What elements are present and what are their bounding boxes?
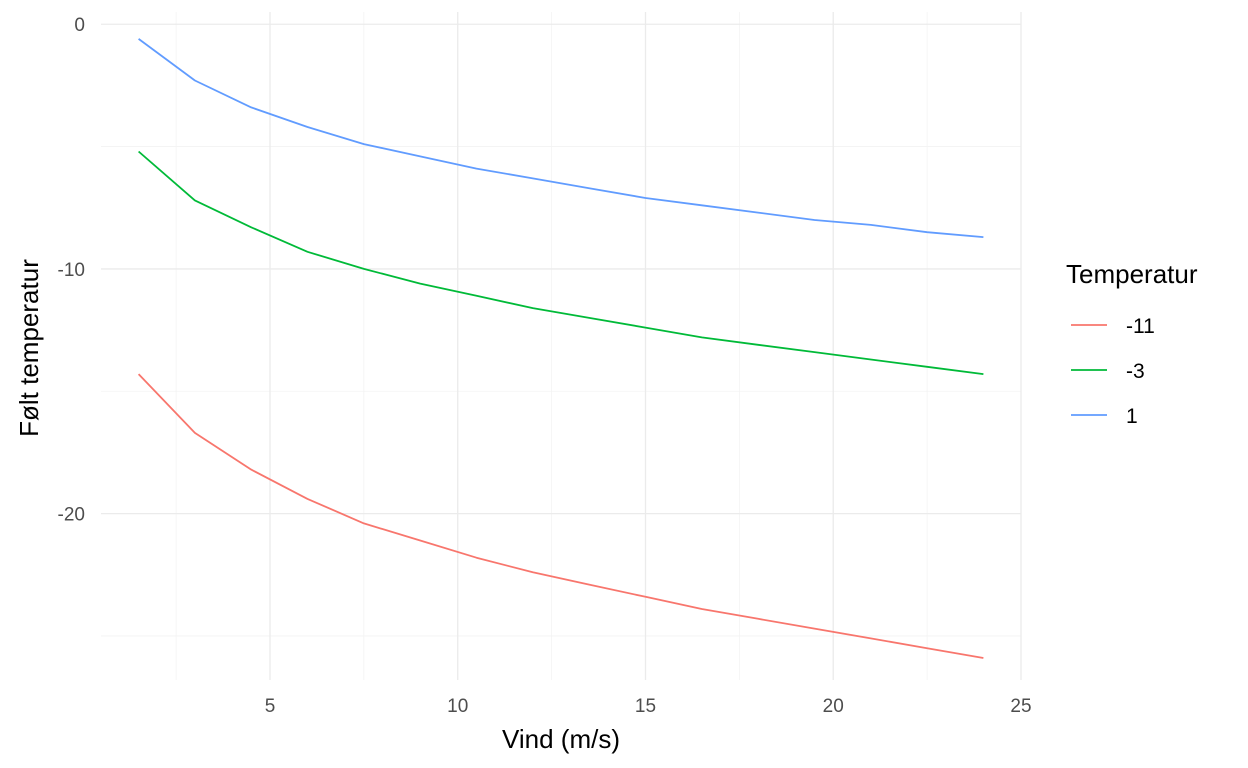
y-tick-label: 0 [74,15,85,36]
legend-label: -11 [1126,315,1155,338]
y-axis-title: Følt temperatur [14,259,44,437]
series-line [138,150,984,375]
y-axis-ticks: 0 -10 -20 [58,15,85,525]
legend-items: -11 -3 1 [1071,315,1155,428]
x-tick-label: 15 [635,696,656,717]
grid [101,12,1022,680]
x-axis-title: Vind (m/s) [502,724,620,754]
x-tick-label: 5 [265,696,276,717]
legend-label: -3 [1126,360,1145,383]
legend-label: 1 [1126,405,1138,428]
series-line [137,373,984,659]
y-tick-label: -20 [58,505,85,526]
x-axis-ticks: 5 10 15 20 25 [265,696,1032,717]
legend-title: Temperatur [1066,259,1198,289]
x-tick-label: 10 [447,696,468,717]
legend: Temperatur -11 -3 1 [1066,259,1198,428]
series-layer [137,38,984,659]
y-tick-label: -10 [58,260,85,281]
series-line [138,38,984,238]
x-tick-label: 20 [823,696,844,717]
x-tick-label: 25 [1010,696,1031,717]
